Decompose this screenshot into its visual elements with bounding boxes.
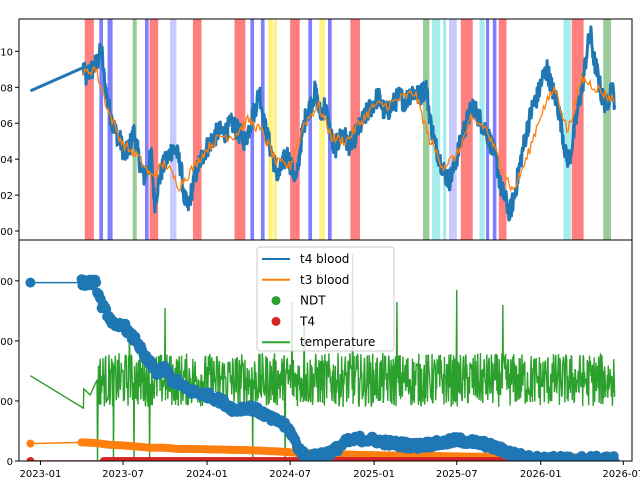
y-tick-label: 0 [7,457,13,468]
x-tick-label: 2025-01 [353,469,395,480]
line-layer [25,253,620,461]
highlight-band-27 [498,19,507,240]
y-tick-label: 00 [0,227,13,238]
legend-label: T4 [299,314,315,328]
x-tick-label: 2023-07 [102,469,144,480]
x-tick-label: 2026-01 [520,469,562,480]
data-point [91,277,102,288]
legend-label: NDT [300,294,326,308]
legend: t4 blood t3 blood NDT T4 temperature [256,246,395,352]
highlight-band-3 [107,19,113,240]
y-tick-label: 08 [0,83,13,94]
highlight-band-15 [308,19,313,240]
top-panel: 00 02 04 06 08 10 [0,18,633,241]
highlight-band-28 [563,19,571,240]
highlight-band-29 [571,19,584,240]
highlight-band-26 [492,19,497,240]
y-tick-label: 00 [0,397,13,408]
highlight-band-5 [144,19,149,240]
y-tick-label: 02 [0,191,13,202]
highlight-band-1 [84,19,94,240]
data-point [26,457,35,461]
line-layer [29,25,617,222]
highlight-band-2 [99,19,103,240]
highlight-band-16 [319,19,325,240]
y-tick-label: 00 [0,277,13,288]
x-tick-label: 2025-07 [436,469,478,480]
y-tick-label: 10 [0,47,13,58]
legend-label: temperature [300,335,375,349]
legend-marker [271,316,281,326]
legend-label: t4 blood [300,252,349,266]
highlight-band-12 [268,19,273,240]
x-axis: 2023-01 2023-07 2024-01 2024-07 2025-01 2025-… [20,461,640,480]
highlight-band-21 [443,19,447,240]
y-tick-label: 06 [0,119,13,130]
highlight-band-22 [448,19,457,240]
legend-label: t3 blood [300,273,349,287]
highlight-band-14 [290,19,300,240]
x-tick-label: 2024-07 [269,469,311,480]
data-point [25,277,36,288]
highlight-band-20 [432,19,441,240]
y-axis-top: 00 02 04 06 08 10 [0,47,19,238]
y-tick-label: 00 [0,337,13,348]
legend-box [256,246,395,352]
series-smooth-line [82,65,615,193]
highlight-band-8 [192,19,202,240]
highlight-band-13 [273,19,277,240]
bottom-axes-frame [18,239,633,462]
highlight-band-7 [170,19,177,240]
series-t3-blood [26,438,619,461]
x-tick-label: 2026-07 [602,469,640,480]
highlight-band-6 [149,19,159,240]
x-tick-label: 2024-01 [186,469,228,480]
data-point [609,456,620,461]
series-raw-line [29,25,617,222]
legend-marker [271,296,281,306]
x-tick-label: 2023-01 [20,469,62,480]
series-t4-blood [25,274,620,461]
y-tick-label: 04 [0,155,13,166]
data-point [26,439,35,448]
highlight-band-30 [603,19,612,240]
